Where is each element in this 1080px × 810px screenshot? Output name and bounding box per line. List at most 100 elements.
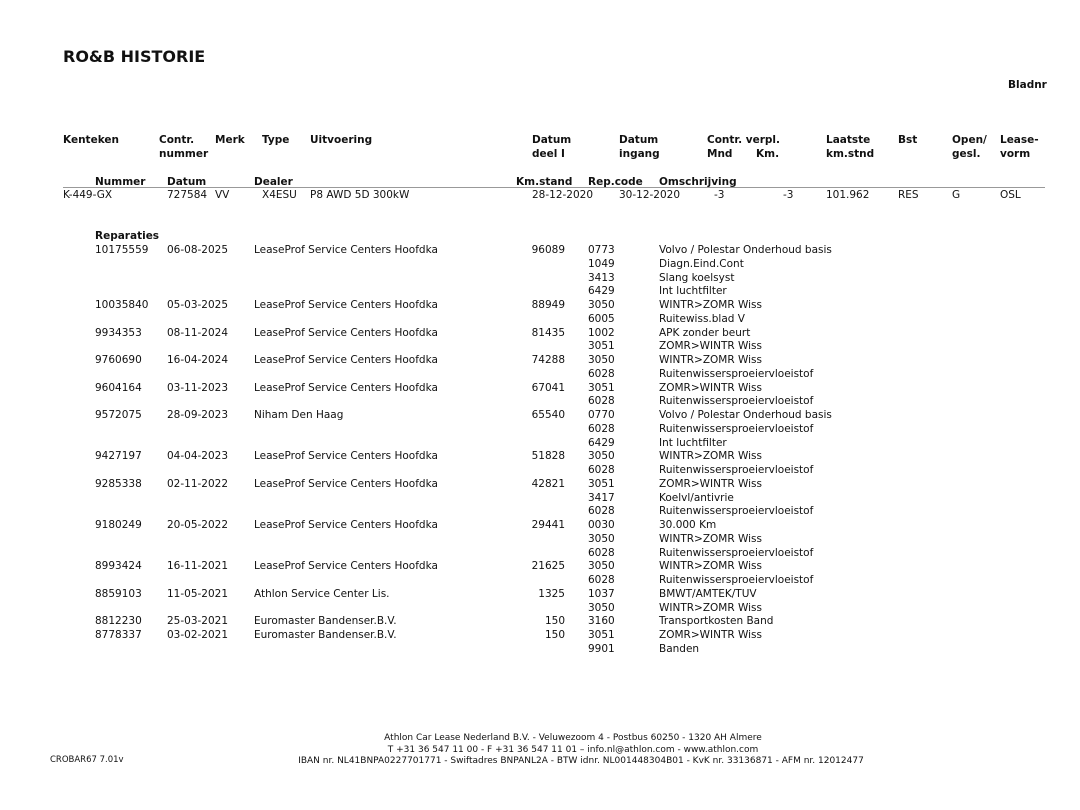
repair-datum: 20-05-2022 <box>167 519 229 531</box>
repair-description: Ruitenwissersproeiervloeistof <box>659 574 814 586</box>
repair-description: Int luchtfilter <box>659 285 727 298</box>
repair-description: Banden <box>659 642 700 655</box>
repair-description: Ruitewiss.blad V <box>659 312 745 325</box>
header-kmstnd: km.stnd <box>826 148 875 160</box>
kenteken: K-449-GX <box>63 189 113 201</box>
header-mnd: Mnd <box>707 148 733 160</box>
header-vorm: vorm <box>1000 148 1031 160</box>
repair-dealer: Euromaster Bandenser.B.V. <box>254 629 397 641</box>
repair-datum: 16-04-2024 <box>167 354 229 366</box>
repair-dealer: Euromaster Bandenser.B.V. <box>254 615 397 628</box>
header-gesl: gesl. <box>952 148 981 160</box>
repair-datum: 08-11-2024 <box>167 326 229 339</box>
header-bst: Bst <box>898 134 918 146</box>
repair-nummer: 10175559 <box>95 244 149 256</box>
repair-dealer: Athlon Service Center Lis. <box>254 587 390 600</box>
footer-line-3: IBAN nr. NL41BNPA0227701771 - Swiftadres… <box>298 756 864 766</box>
repair-datum: 02-11-2022 <box>167 477 229 490</box>
repair-datum: 03-02-2021 <box>167 629 229 641</box>
header-km: Km. <box>756 148 780 160</box>
repair-code: 1002 <box>588 326 615 339</box>
repair-code: 1037 <box>588 587 615 600</box>
repair-datum: 11-05-2021 <box>167 587 229 600</box>
subheader-kmstand: Km.stand <box>516 176 573 188</box>
repair-dealer: LeaseProf Service Centers Hoofdka <box>254 326 438 339</box>
repair-description: Diagn.Eind.Cont <box>659 257 744 270</box>
repair-code: 6028 <box>588 505 615 518</box>
header-merk: Merk <box>215 134 245 146</box>
repair-description: WINTR>ZOMR Wiss <box>659 560 763 573</box>
repair-description: APK zonder beurt <box>659 326 751 339</box>
header-kenteken: Kenteken <box>63 134 119 146</box>
repair-code: 3413 <box>588 271 615 284</box>
repair-nummer: 9180249 <box>95 519 142 531</box>
repair-datum: 03-11-2023 <box>167 381 229 394</box>
repair-nummer: 9572075 <box>95 409 142 421</box>
open-gesl: G <box>952 189 961 201</box>
repair-datum: 05-03-2025 <box>167 299 229 311</box>
header-divider <box>63 187 1045 188</box>
repair-description: BMWT/AMTEK/TUV <box>659 587 757 600</box>
header-type: Type <box>262 134 290 146</box>
repair-dealer: LeaseProf Service Centers Hoofdka <box>254 560 438 573</box>
repair-km: 42821 <box>531 477 565 490</box>
repair-km: 67041 <box>531 381 565 394</box>
header-deel: deel I <box>532 148 565 160</box>
repair-code: 3050 <box>588 354 615 366</box>
repair-code: 3160 <box>588 615 615 628</box>
repair-nummer: 9604164 <box>95 381 142 394</box>
repair-code: 6028 <box>588 574 615 586</box>
datum-ingang: 30-12-2020 <box>619 189 681 201</box>
header-open: Open/ <box>952 134 987 146</box>
version-label: CROBAR67 7.01v <box>50 755 124 765</box>
repair-code: 3050 <box>588 532 615 545</box>
page-number-label: Bladnr <box>1008 79 1047 91</box>
subheader-omschrijving: Omschrijving <box>659 176 737 188</box>
repair-nummer: 8812230 <box>95 615 142 628</box>
uitvoering: P8 AWD 5D 300kW <box>310 189 410 201</box>
repair-description: ZOMR>WINTR Wiss <box>659 629 763 641</box>
repair-description: Transportkosten Band <box>659 615 774 628</box>
repair-datum: 25-03-2021 <box>167 615 229 628</box>
repair-dealer: LeaseProf Service Centers Hoofdka <box>254 299 438 311</box>
datum-deel: 28-12-2020 <box>532 189 594 201</box>
repair-description: Volvo / Polestar Onderhoud basis <box>659 244 832 256</box>
repair-code: 6028 <box>588 395 615 408</box>
repair-code: 6028 <box>588 546 615 559</box>
repair-code: 9901 <box>588 642 615 655</box>
repair-code: 0773 <box>588 244 615 256</box>
repair-dealer: LeaseProf Service Centers Hoofdka <box>254 519 438 531</box>
page-title: RO&B HISTORIE <box>63 47 206 66</box>
repair-dealer: Niham Den Haag <box>254 409 344 421</box>
repair-dealer: LeaseProf Service Centers Hoofdka <box>254 381 438 394</box>
repair-code: 3051 <box>588 340 615 353</box>
repair-code: 3050 <box>588 299 615 311</box>
repair-code: 6429 <box>588 285 615 298</box>
repair-description: Ruitenwissersproeiervloeistof <box>659 367 814 380</box>
repair-nummer: 8778337 <box>95 629 142 641</box>
km: -3 <box>783 189 794 201</box>
repair-km: 65540 <box>531 409 565 421</box>
repair-description: Ruitenwissersproeiervloeistof <box>659 546 814 559</box>
header-nummer: nummer <box>159 148 209 160</box>
header-datum-ingang: Datum <box>619 134 659 146</box>
repair-description: Koelvl/antivrie <box>659 491 734 504</box>
repair-datum: 06-08-2025 <box>167 244 229 256</box>
repair-code: 6028 <box>588 367 615 380</box>
repair-code: 0030 <box>588 519 615 531</box>
repair-description: WINTR>ZOMR Wiss <box>659 601 763 614</box>
repair-description: Slang koelsyst <box>659 271 735 284</box>
repair-km: 21625 <box>531 560 565 573</box>
leasevorm: OSL <box>1000 189 1021 201</box>
repair-description: WINTR>ZOMR Wiss <box>659 532 763 545</box>
repair-code: 3417 <box>588 491 615 504</box>
repair-description: WINTR>ZOMR Wiss <box>659 354 763 366</box>
repair-km: 1325 <box>538 587 565 600</box>
repair-description: Ruitenwissersproeiervloeistof <box>659 464 814 476</box>
repair-nummer: 9427197 <box>95 450 142 463</box>
repair-code: 6028 <box>588 464 615 476</box>
subheader-dealer: Dealer <box>254 176 293 188</box>
repair-km: 96089 <box>531 244 565 256</box>
header-datum-deel: Datum <box>532 134 572 146</box>
